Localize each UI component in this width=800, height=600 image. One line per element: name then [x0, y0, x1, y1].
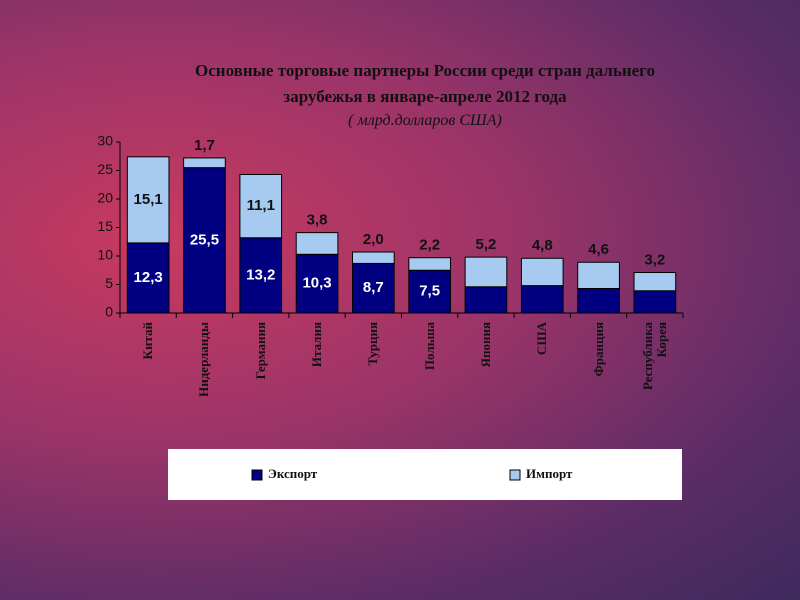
bar-segment [577, 287, 620, 314]
bar-segment [464, 256, 508, 288]
legend-label: Импорт [526, 466, 573, 481]
x-tick-label: США [534, 322, 550, 356]
value-label: 5,2 [476, 236, 497, 253]
bar-segment [464, 286, 508, 314]
value-label: 15,1 [134, 191, 163, 208]
legend-label: Экспорт [268, 466, 318, 481]
y-tick-label: 0 [105, 304, 113, 320]
bar-segment [633, 272, 677, 292]
value-label: 4,8 [532, 237, 553, 254]
y-tick-label: 10 [97, 247, 113, 263]
value-label: 2,0 [363, 231, 384, 248]
x-tick-label: Турция [365, 322, 381, 366]
value-label: 13,2 [246, 266, 275, 283]
value-label: 3,2 [644, 251, 665, 268]
legend-box [168, 449, 682, 500]
legend-swatch [251, 469, 263, 481]
bar-segment [352, 262, 395, 314]
bar-segment [633, 290, 677, 314]
value-label: 1,7 [194, 137, 215, 154]
bar-segment [352, 251, 395, 264]
bar-segment [183, 167, 226, 314]
x-tick-label: Франция [590, 322, 606, 377]
value-label: 12,3 [134, 269, 163, 286]
bar-segment [295, 232, 339, 255]
x-tick-label: Япония [477, 322, 493, 368]
x-tick-label: Китай [140, 322, 156, 360]
bar-segment [408, 257, 451, 271]
value-label: 4,6 [588, 241, 609, 258]
x-tick-label: Польша [421, 322, 437, 371]
y-tick-label: 20 [97, 190, 113, 206]
value-label: 3,8 [307, 212, 328, 229]
value-label: 8,7 [363, 279, 384, 296]
bar-segment [520, 285, 564, 314]
legend-swatch [509, 469, 521, 481]
x-tick-label: Нидерланды [196, 322, 212, 397]
y-tick-label: 5 [105, 275, 113, 291]
bar-segment [239, 173, 283, 239]
bar-segment [408, 269, 451, 314]
bar-segment [577, 261, 620, 289]
value-label: 7,5 [419, 283, 440, 300]
x-tick-label: Италия [309, 322, 325, 368]
bar-segment [183, 157, 226, 169]
x-tick-label: Республика Корея [639, 322, 669, 391]
bar-segment [126, 156, 170, 244]
bar-segment [520, 257, 564, 287]
bar-segment [239, 237, 283, 314]
value-label: 2,2 [419, 237, 440, 254]
value-label: 11,1 [247, 197, 275, 214]
y-tick-label: 30 [97, 133, 113, 149]
chart-subtitle: ( млрд.долларов США) [348, 112, 502, 129]
value-label: 25,5 [190, 231, 219, 248]
y-tick-label: 15 [97, 218, 113, 234]
x-tick-label: Германия [252, 322, 268, 380]
y-tick-label: 25 [97, 161, 113, 177]
chart-title: Основные торговые партнеры России среди … [195, 61, 655, 106]
value-label: 10,3 [302, 275, 331, 292]
